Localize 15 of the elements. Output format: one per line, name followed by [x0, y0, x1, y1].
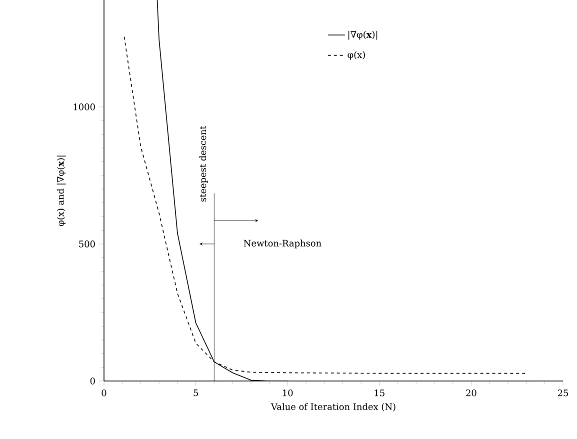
- x-tick-label: 25: [558, 390, 568, 396]
- y-tick-label: 1000: [74, 104, 95, 110]
- y-axis-title: φ(x) and |∇φ(x)|: [56, 156, 66, 226]
- legend-label: φ(x): [348, 51, 365, 60]
- y-tick-label: 0: [90, 378, 95, 384]
- annotation: steepest descent: [199, 126, 208, 202]
- legend-label: |∇φ(x)|: [348, 30, 378, 40]
- x-tick-label: 0: [102, 390, 106, 396]
- x-axis-title: Value of Iteration Index (N): [270, 403, 396, 412]
- annotation: Newton-Raphson: [244, 240, 322, 248]
- x-tick-label: 10: [282, 390, 293, 396]
- x-tick-label: 20: [466, 390, 476, 396]
- x-tick-label: 5: [194, 390, 198, 396]
- y-tick-label: 500: [79, 240, 95, 248]
- x-tick-label: 15: [374, 390, 384, 396]
